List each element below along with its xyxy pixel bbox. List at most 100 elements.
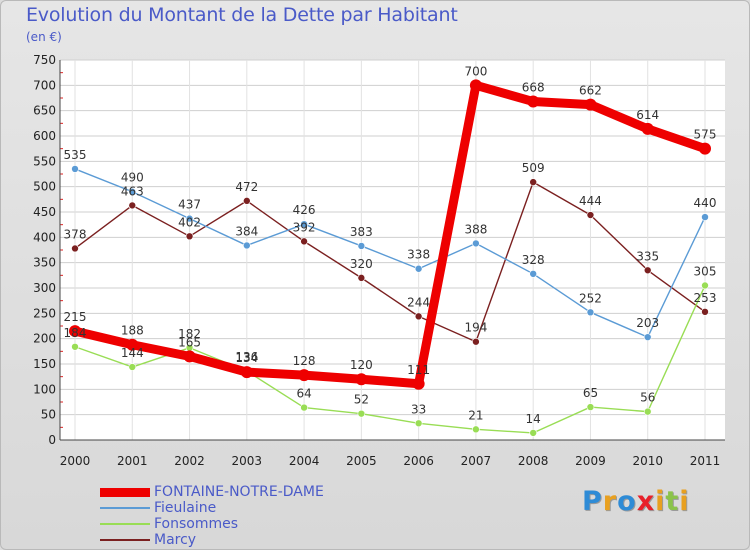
x-tick-label: 2009 <box>575 454 606 468</box>
data-point <box>586 308 595 317</box>
data-label: 56 <box>640 391 655 405</box>
data-point <box>469 79 482 92</box>
data-point <box>128 363 137 371</box>
legend-swatch <box>100 523 150 525</box>
data-label: 614 <box>636 108 659 122</box>
data-point <box>414 419 423 428</box>
data-label: 64 <box>296 387 311 401</box>
series-line <box>70 80 710 389</box>
y-tick-label: 750 <box>33 53 56 67</box>
data-label: 252 <box>579 291 602 305</box>
data-label: 535 <box>64 148 87 162</box>
x-tick-label: 2003 <box>232 454 263 468</box>
data-point <box>701 213 709 221</box>
legend-label: Marcy <box>154 532 197 548</box>
data-label: 338 <box>407 248 430 262</box>
y-tick-label: 300 <box>33 281 56 295</box>
y-tick-label: 200 <box>33 332 56 346</box>
data-label: 14 <box>526 412 541 426</box>
data-point <box>300 237 308 246</box>
x-tick-label: 2001 <box>117 454 148 468</box>
data-point <box>701 308 709 316</box>
data-label: 384 <box>235 224 258 238</box>
data-label: 437 <box>178 198 201 212</box>
data-label: 392 <box>293 220 316 234</box>
data-label: 128 <box>293 354 316 368</box>
data-label: 188 <box>121 324 144 338</box>
data-label: 388 <box>464 222 487 236</box>
data-point <box>643 407 652 416</box>
data-label: 320 <box>350 257 373 271</box>
data-label: 182 <box>178 327 201 341</box>
legend-label: FONTAINE-NOTRE-DAME <box>154 484 324 500</box>
data-point <box>243 197 251 205</box>
x-tick-label: 2000 <box>60 454 91 468</box>
data-point <box>128 201 137 210</box>
data-point <box>357 274 366 282</box>
data-label: 440 <box>694 196 717 210</box>
data-point <box>643 333 652 341</box>
data-point <box>357 242 366 250</box>
data-point <box>300 403 308 412</box>
data-label: 490 <box>121 171 144 185</box>
data-point <box>699 142 711 155</box>
data-label: 33 <box>411 402 426 416</box>
data-label: 472 <box>235 180 258 194</box>
data-label: 194 <box>464 321 487 335</box>
data-label: 402 <box>178 215 201 229</box>
data-label: 65 <box>583 386 598 400</box>
data-label: 575 <box>694 128 717 142</box>
data-label: 700 <box>464 64 487 78</box>
data-label: 253 <box>694 291 717 305</box>
data-label: 144 <box>121 346 144 360</box>
data-point <box>701 281 709 290</box>
chart-subtitle: (en €) <box>26 30 62 44</box>
y-tick-label: 150 <box>33 357 56 371</box>
data-label: 305 <box>694 264 717 278</box>
data-label: 52 <box>354 393 369 407</box>
data-point <box>71 342 79 351</box>
data-label: 668 <box>522 81 545 95</box>
data-point <box>300 220 308 228</box>
data-point <box>185 214 194 223</box>
y-tick-label: 500 <box>33 180 56 194</box>
data-point <box>414 264 423 273</box>
legend-swatch <box>100 487 150 497</box>
data-point <box>527 95 540 108</box>
data-point <box>641 122 654 135</box>
data-label: 203 <box>636 316 659 330</box>
y-tick-label: 50 <box>41 408 56 422</box>
y-tick-label: 250 <box>33 306 56 320</box>
data-label: 378 <box>64 227 87 241</box>
x-tick-label: 2004 <box>289 454 320 468</box>
x-tick-label: 2011 <box>690 454 721 468</box>
data-label: 134 <box>235 351 258 365</box>
x-tick-label: 2010 <box>632 454 663 468</box>
y-tick-label: 450 <box>33 205 56 219</box>
data-point <box>529 429 537 437</box>
data-point <box>185 232 194 241</box>
data-label: 426 <box>293 203 316 217</box>
data-label: 120 <box>350 358 373 372</box>
y-tick-label: 600 <box>33 129 56 143</box>
data-label: 335 <box>636 249 659 263</box>
data-point <box>643 266 652 275</box>
series-marcy <box>71 178 709 346</box>
data-label: 136 <box>235 350 258 364</box>
data-point <box>298 369 311 382</box>
data-point <box>414 312 423 321</box>
x-tick-label: 2002 <box>174 454 205 468</box>
legend-label: Fieulaine <box>154 500 217 516</box>
data-point <box>472 239 480 248</box>
legend-label: Fonsommes <box>154 516 239 532</box>
data-label: 244 <box>407 295 430 309</box>
data-point <box>357 409 366 418</box>
data-point <box>586 211 595 219</box>
data-label: 111 <box>407 363 430 377</box>
data-point <box>529 270 537 278</box>
x-tick-label: 2008 <box>518 454 549 468</box>
y-tick-label: 650 <box>33 104 56 118</box>
y-tick-label: 0 <box>48 433 56 447</box>
data-label: 21 <box>468 408 483 422</box>
x-tick-label: 2006 <box>403 454 434 468</box>
